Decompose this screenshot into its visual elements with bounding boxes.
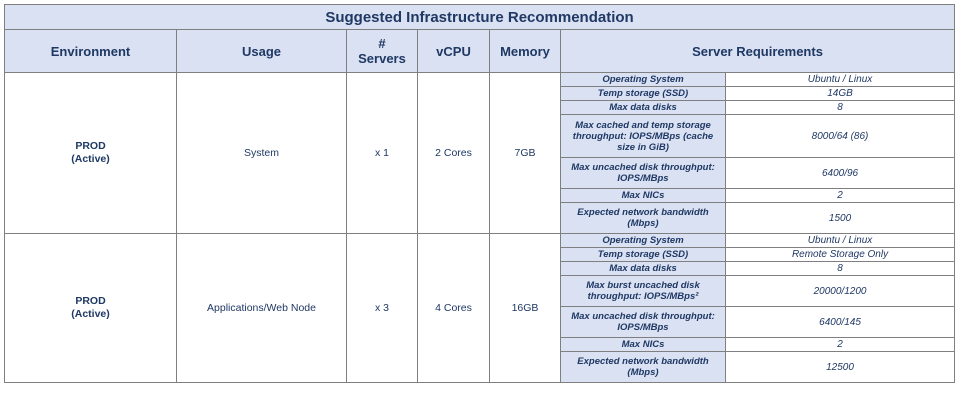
table-row: Expected network bandwidth (Mbps) 12500	[5, 351, 956, 383]
requirement-key: Max data disks	[560, 261, 726, 276]
header-memory: Memory	[489, 29, 561, 73]
table-row: Max burst uncached disk throughput: IOPS…	[5, 275, 956, 307]
header-server-requirements: Server Requirements	[559, 29, 956, 73]
header-environment: Environment	[4, 29, 177, 73]
header-row: Environment Usage # Servers vCPU Memory …	[4, 29, 956, 73]
memory-cell: 16GB	[489, 233, 561, 383]
table-row: Max uncached disk throughput: IOPS/MBps …	[5, 306, 956, 338]
infrastructure-table: Suggested Infrastructure Recommendation …	[3, 4, 956, 383]
requirement-key: Max uncached disk throughput: IOPS/MBps	[560, 157, 726, 189]
requirement-value: 8	[724, 100, 956, 115]
requirement-key: Expected network bandwidth (Mbps)	[560, 202, 726, 234]
servers-cell: x 3	[346, 233, 418, 383]
table-title: Suggested Infrastructure Recommendation	[3, 4, 956, 30]
table-row: Max data disks 8	[5, 100, 956, 115]
requirement-value: 8	[724, 261, 956, 276]
requirement-key: Operating System	[560, 233, 726, 248]
requirement-value: 14GB	[724, 86, 956, 101]
requirement-value: 12500	[724, 351, 956, 383]
requirement-value: 2	[724, 188, 956, 203]
vcpu-cell: 2 Cores	[417, 72, 490, 234]
vcpu-cell: 4 Cores	[417, 233, 490, 383]
requirement-key: Operating System	[560, 72, 726, 87]
requirement-value: 6400/145	[724, 306, 956, 338]
table-row: Temp storage (SSD) 14GB	[5, 86, 956, 101]
requirement-value: 2	[724, 337, 956, 352]
header-servers-label: # Servers	[358, 36, 406, 66]
environment-status: (Active)	[71, 308, 110, 320]
requirement-value: 6400/96	[724, 157, 956, 189]
requirement-value: Ubuntu / Linux	[724, 72, 956, 87]
table-row: PROD (Active) Applications/Web Node x 3 …	[4, 233, 956, 383]
table-row: PROD (Active) System x 1 2 Cores 7GB Ope…	[4, 72, 956, 234]
requirement-key: Max data disks	[560, 100, 726, 115]
requirement-key: Max uncached disk throughput: IOPS/MBps	[560, 306, 726, 338]
requirement-key: Max NICs	[560, 337, 726, 352]
requirement-value: 1500	[724, 202, 956, 234]
header-servers: # Servers	[346, 29, 418, 73]
environment-cell: PROD (Active)	[4, 72, 177, 234]
header-usage: Usage	[176, 29, 347, 73]
environment-label: PROD	[75, 295, 106, 307]
infrastructure-table-container: Suggested Infrastructure Recommendation …	[3, 4, 956, 383]
environment-cell: PROD (Active)	[4, 233, 177, 383]
usage-cell: System	[176, 72, 347, 234]
requirement-key: Temp storage (SSD)	[560, 86, 726, 101]
requirement-key: Max cached and temp storage throughput: …	[560, 114, 726, 158]
requirement-key: Max NICs	[560, 188, 726, 203]
table-row: Temp storage (SSD) Remote Storage Only	[5, 247, 956, 262]
environment-label: PROD	[75, 140, 106, 152]
requirement-key: Temp storage (SSD)	[560, 247, 726, 262]
environment-status: (Active)	[71, 153, 110, 165]
table-row: Max data disks 8	[5, 261, 956, 276]
servers-cell: x 1	[346, 72, 418, 234]
header-vcpu: vCPU	[417, 29, 490, 73]
table-row: Expected network bandwidth (Mbps) 1500	[5, 202, 956, 234]
table-row: Max cached and temp storage throughput: …	[5, 114, 956, 158]
requirement-value: 8000/64 (86)	[724, 114, 956, 158]
requirement-value: Remote Storage Only	[724, 247, 956, 262]
table-row: Max uncached disk throughput: IOPS/MBps …	[5, 157, 956, 189]
usage-cell: Applications/Web Node	[176, 233, 347, 383]
memory-cell: 7GB	[489, 72, 561, 234]
requirement-value: 20000/1200	[724, 275, 956, 307]
requirement-key: Max burst uncached disk throughput: IOPS…	[560, 275, 726, 307]
requirement-key: Expected network bandwidth (Mbps)	[560, 351, 726, 383]
requirement-value: Ubuntu / Linux	[724, 233, 956, 248]
table-row: Max NICs 2	[5, 337, 956, 352]
